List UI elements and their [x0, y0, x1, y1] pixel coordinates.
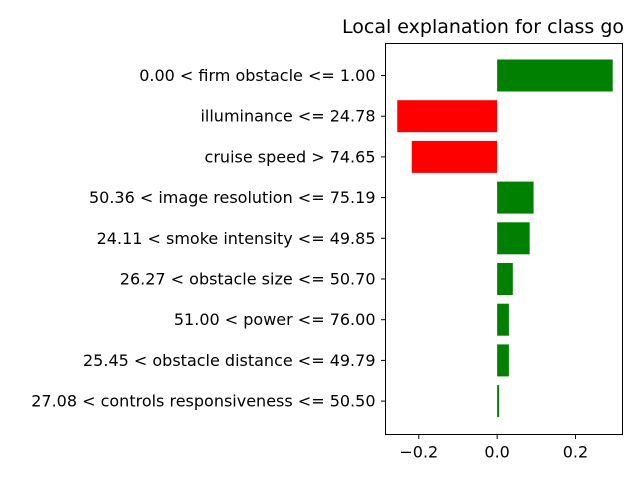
chart-title: Local explanation for class go: [342, 16, 624, 38]
y-tick-label-2: cruise speed > 74.65: [205, 147, 376, 166]
x-ticks-group: −0.2 0.0 0.2: [399, 434, 588, 462]
y-tick-label-8: 27.08 < controls responsiveness <= 50.50: [31, 392, 375, 411]
y-tick-label-7: 25.45 < obstacle distance <= 49.79: [83, 351, 376, 370]
y-tick-label-1: illuminance <= 24.78: [200, 107, 375, 126]
bar-7: [497, 344, 509, 377]
bar-5: [497, 263, 513, 295]
y-tick-label-6: 51.00 < power <= 76.00: [174, 310, 376, 329]
bars-group: [397, 59, 613, 418]
y-ticks-group: 0.00 < firm obstacle <= 1.00 illuminance …: [31, 66, 386, 411]
bar-3: [497, 181, 534, 214]
bar-8: [497, 385, 500, 418]
y-tick-label-0: 0.00 < firm obstacle <= 1.00: [139, 66, 375, 85]
bar-1: [397, 100, 498, 133]
y-tick-label-4: 24.11 < smoke intensity <= 49.85: [97, 229, 376, 248]
bar-4: [497, 222, 530, 255]
axes-frame: [385, 43, 623, 435]
x-tick-label-2: 0.2: [563, 443, 588, 462]
x-tick-label-1: 0.0: [484, 443, 509, 462]
y-tick-label-5: 26.27 < obstacle size <= 50.70: [120, 270, 376, 289]
bar-0: [497, 59, 613, 92]
x-tick-label-0: −0.2: [399, 443, 438, 462]
y-tick-label-3: 50.36 < image resolution <= 75.19: [89, 188, 376, 207]
bar-6: [497, 303, 509, 336]
bar-2: [411, 140, 498, 173]
